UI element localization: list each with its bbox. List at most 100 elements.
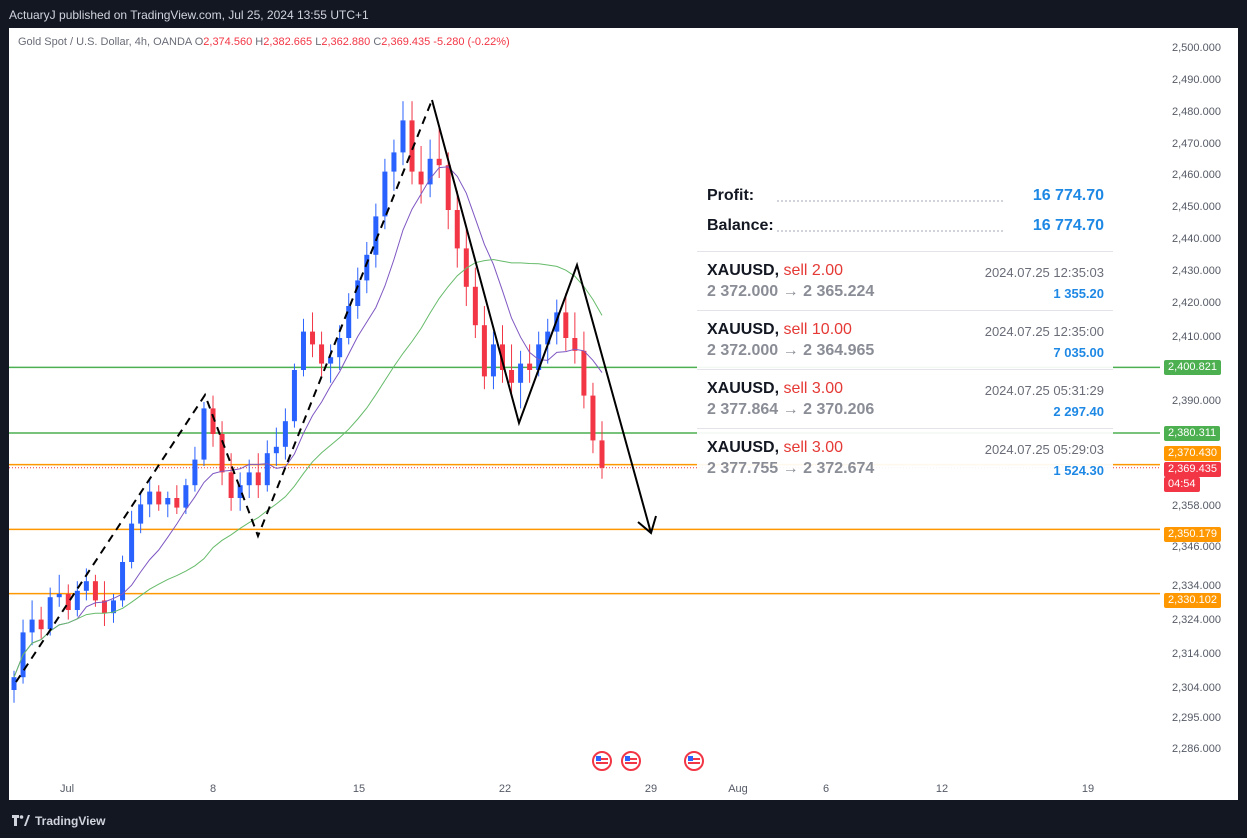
candle-down <box>590 395 596 441</box>
price-tag-orange-bottom: 2,330.102 <box>1164 593 1221 608</box>
candle-down <box>38 619 44 630</box>
y-tick: 2,460.000 <box>1172 169 1221 181</box>
y-tick: 2,346.000 <box>1172 541 1221 553</box>
candle-up <box>264 453 270 486</box>
x-tick: 6 <box>822 783 830 795</box>
price-tag-green-upper: 2,400.821 <box>1164 360 1221 375</box>
trade-arrow: → <box>782 460 799 477</box>
trade-symbol: XAUUSD, sell 2.00 <box>707 262 844 279</box>
candle-up <box>111 600 117 614</box>
candle-down <box>210 408 216 434</box>
candle-down <box>463 248 469 287</box>
candle-down <box>101 600 107 614</box>
price-tag-current: 2,369.435 <box>1164 462 1221 477</box>
trade-entry: 2 377.755 <box>707 460 779 477</box>
trade-entry: 2 372.000 <box>707 283 779 300</box>
candle-up <box>355 280 361 306</box>
trade-side: sell 2.00 <box>783 262 844 279</box>
candle-up <box>282 421 288 447</box>
candle-up <box>56 594 62 598</box>
y-tick: 2,480.000 <box>1172 106 1221 118</box>
candle-up <box>165 498 171 505</box>
candle-up <box>545 331 551 345</box>
trade-symbol-text: XAUUSD <box>707 439 775 456</box>
trade-exit: 2 365.224 <box>803 283 875 300</box>
candle-down <box>409 120 415 172</box>
legend-open-label: O <box>194 36 204 48</box>
x-tick: Aug <box>728 783 748 795</box>
y-tick: 2,286.000 <box>1172 743 1221 755</box>
candle-up <box>192 459 198 486</box>
trade-side: sell 10.00 <box>783 321 852 338</box>
us-flag-icon[interactable] <box>684 751 704 771</box>
candle-up <box>427 158 433 185</box>
profit-dots <box>777 200 1003 202</box>
candle-up <box>346 306 352 338</box>
y-tick: 2,440.000 <box>1172 233 1221 245</box>
candle-down <box>65 594 71 610</box>
candle-up <box>129 523 135 562</box>
frame-edge <box>1238 28 1247 800</box>
tradingview-brand-text: TradingView <box>35 814 106 828</box>
y-tick: 2,430.000 <box>1172 265 1221 277</box>
legend-open: 2,374.560 <box>203 36 253 48</box>
trade-exit: 2 364.965 <box>803 342 875 359</box>
candle-down <box>572 338 578 351</box>
row-divider <box>697 369 1113 370</box>
candle-up <box>138 504 144 524</box>
trade-arrow: → <box>782 342 799 359</box>
candle-up <box>328 357 334 364</box>
candle-down <box>599 440 605 468</box>
candle-down <box>156 491 162 505</box>
trade-prices: 2 372.000 → 2 365.224 <box>707 283 874 301</box>
candle-down <box>563 312 569 338</box>
candle-down <box>418 171 424 185</box>
candle-down <box>481 325 487 377</box>
candle-up <box>382 171 388 217</box>
profit-value: 16 774.70 <box>1032 187 1104 204</box>
trade-prices: 2 377.755 → 2 372.674 <box>707 460 874 478</box>
legend-high: 2,382.665 <box>263 36 313 48</box>
legend-close-label: C <box>373 36 382 48</box>
trade-exit: 2 372.674 <box>803 460 875 477</box>
dashed-trend-drawing <box>15 99 433 683</box>
ma-slow-line <box>13 258 603 678</box>
trade-entry: 2 372.000 <box>707 342 779 359</box>
candle-up <box>391 152 397 172</box>
trade-time: 2024.07.25 05:29:03 <box>984 442 1104 457</box>
candle-down <box>319 344 325 364</box>
us-flag-icon[interactable] <box>621 751 641 771</box>
us-flag-icon[interactable] <box>592 751 612 771</box>
legend-change: -5.280 (-0.22%) <box>433 36 510 48</box>
x-tick: Jul <box>59 783 75 795</box>
bottom-bar <box>0 800 1247 838</box>
candle-up <box>246 472 252 486</box>
candle-up <box>490 344 496 377</box>
balance-value: 16 774.70 <box>1032 217 1104 234</box>
row-divider <box>697 428 1113 429</box>
trade-prices: 2 377.864 → 2 370.206 <box>707 401 874 419</box>
trade-symbol: XAUUSD, sell 10.00 <box>707 321 852 338</box>
price-axis[interactable] <box>1160 28 1238 800</box>
candle-up <box>518 363 524 383</box>
candle-up <box>291 370 297 422</box>
top-bar: ActuaryJ published on TradingView.com, J… <box>0 0 1247 28</box>
candle-down <box>228 472 234 498</box>
y-tick: 2,314.000 <box>1172 648 1221 660</box>
legend-high-label: H <box>255 36 264 48</box>
candle-down <box>499 344 505 370</box>
candle-down <box>454 210 460 249</box>
legend-symbol: Gold Spot / U.S. Dollar, 4h, OANDA <box>18 36 192 48</box>
tradingview-brand[interactable]: TradingView <box>12 814 105 828</box>
legend-close: 2,369.435 <box>381 36 431 48</box>
trade-exit: 2 370.206 <box>803 401 875 418</box>
candle-down <box>436 158 442 166</box>
candle-up <box>273 446 279 454</box>
candle-down <box>219 434 225 473</box>
x-tick: 12 <box>935 783 949 795</box>
candle-up <box>536 344 542 370</box>
candle-up <box>337 338 343 358</box>
panel-divider <box>697 251 1113 252</box>
trade-profit: 2 297.40 <box>1053 404 1104 419</box>
trade-profit: 1 524.30 <box>1053 463 1104 478</box>
